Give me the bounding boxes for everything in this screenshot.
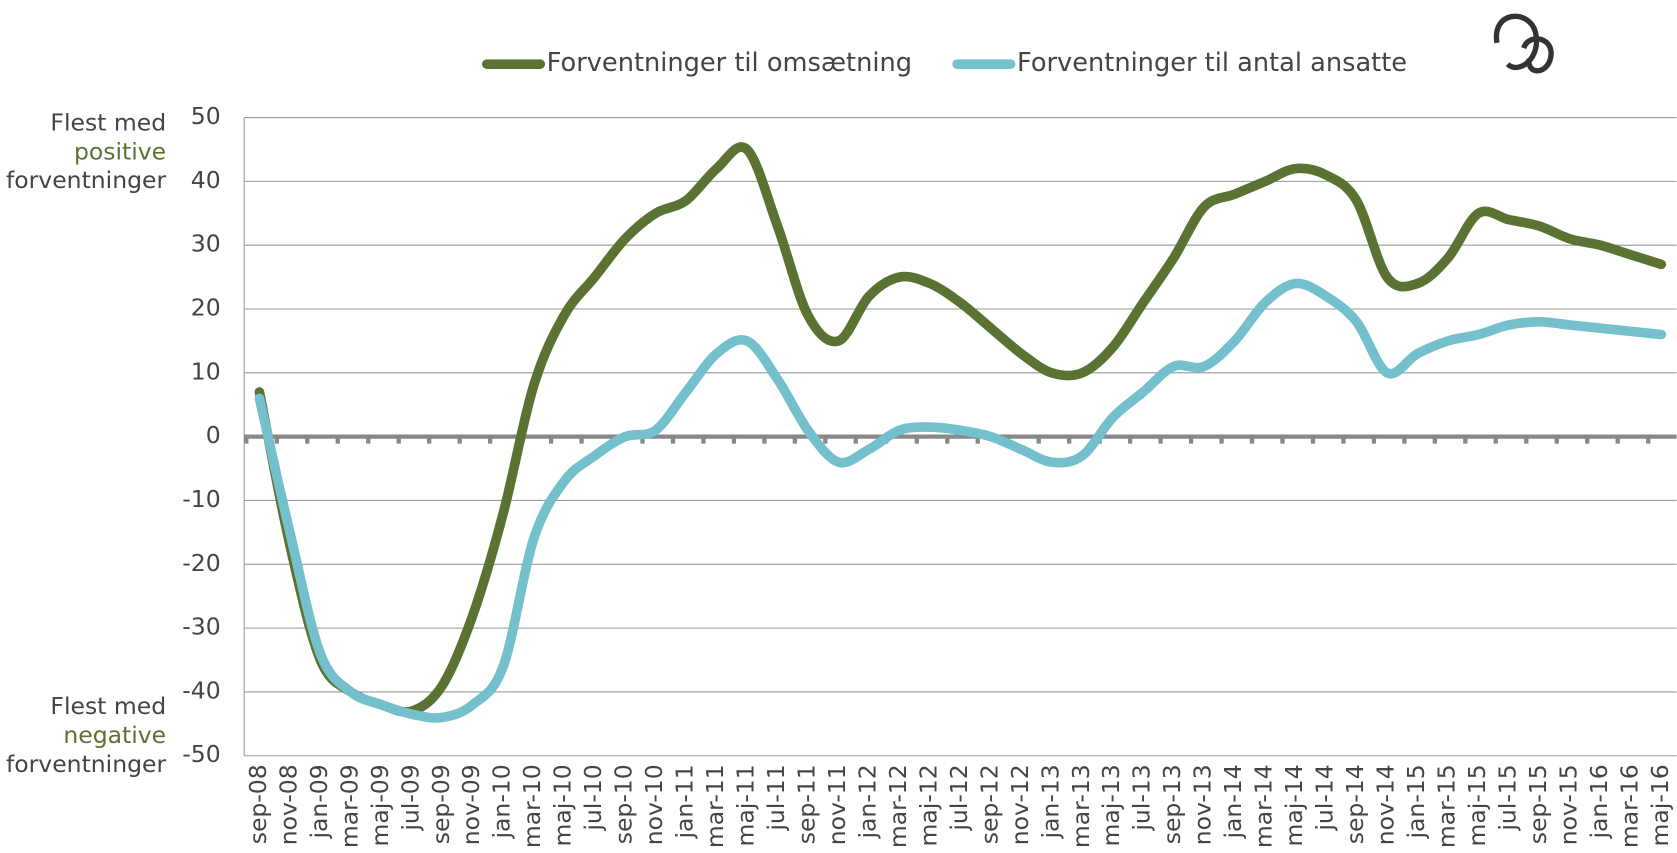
x-tick-label: jan-12 xyxy=(853,764,881,839)
y-tick-label: -40 xyxy=(182,676,220,704)
x-tick-label: jan-09 xyxy=(305,764,333,839)
x-tick-label: maj-14 xyxy=(1280,764,1308,846)
x-tick-label: mar-15 xyxy=(1432,764,1460,848)
annotation: positive xyxy=(74,137,166,165)
x-tick-label: nov-13 xyxy=(1189,764,1217,845)
legend-label: Forventninger til antal ansatte xyxy=(1017,48,1407,78)
y-tick-label: 0 xyxy=(206,421,221,449)
x-tick-label: sep-11 xyxy=(792,764,820,844)
x-tick-label: maj-13 xyxy=(1097,764,1125,846)
x-tick-label: maj-11 xyxy=(732,764,760,846)
x-tick-label: mar-11 xyxy=(701,764,729,848)
annotation: Flest med xyxy=(50,692,166,720)
x-tick-label: jan-15 xyxy=(1402,764,1430,839)
x-tick-label: mar-09 xyxy=(335,764,363,848)
x-tick-label: sep-12 xyxy=(975,764,1003,844)
x-tick-label: jul-14 xyxy=(1311,764,1339,831)
x-tick-label: nov-12 xyxy=(1006,764,1034,845)
x-tick-label: nov-11 xyxy=(823,764,851,845)
x-tick-label: sep-13 xyxy=(1158,764,1186,844)
x-tick-label: maj-16 xyxy=(1646,764,1674,846)
x-tick-label: nov-08 xyxy=(274,764,302,845)
x-tick-label: sep-09 xyxy=(427,764,455,844)
x-tick-label: nov-09 xyxy=(457,764,485,845)
y-tick-label: -10 xyxy=(182,485,220,513)
y-tick-label: 30 xyxy=(191,230,221,258)
x-tick-label: mar-16 xyxy=(1615,764,1643,848)
x-tick-label: jul-12 xyxy=(945,764,973,831)
x-tick-label: jan-11 xyxy=(671,764,699,839)
annotation: negative xyxy=(63,721,166,749)
x-tick-label: sep-08 xyxy=(244,764,272,844)
x-tick-label: jul-11 xyxy=(762,764,790,831)
line xyxy=(254,278,1667,723)
x-tick-label: maj-09 xyxy=(366,764,394,846)
y-tick-label: 20 xyxy=(191,294,221,322)
x-tick-label: jul-09 xyxy=(396,764,424,831)
x-tick-label: jul-13 xyxy=(1128,764,1156,831)
x-tick-label: mar-12 xyxy=(884,764,912,848)
y-tick-label: -50 xyxy=(182,740,220,768)
x-tick-label: maj-10 xyxy=(549,764,577,846)
annotation: forventninger xyxy=(6,750,166,778)
legend-label: Forventninger til omsætning xyxy=(547,48,912,78)
x-tick-label: mar-13 xyxy=(1067,764,1095,848)
logo-shape xyxy=(1493,13,1554,74)
x-tick-label: sep-15 xyxy=(1524,764,1552,844)
x-tick-label: mar-14 xyxy=(1250,764,1278,848)
y-tick-label: 50 xyxy=(191,102,221,130)
y-tick-label: -20 xyxy=(182,549,220,577)
annotation: forventninger xyxy=(6,166,166,194)
x-tick-label: jan-13 xyxy=(1036,764,1064,839)
x-tick-label: nov-15 xyxy=(1554,764,1582,845)
y-tick-label: 10 xyxy=(191,357,221,385)
logo xyxy=(1493,13,1554,74)
x-tick-label: mar-10 xyxy=(518,764,546,848)
x-tick-label: jan-10 xyxy=(488,764,516,839)
x-tick-label: nov-10 xyxy=(640,764,668,845)
x-tick-label: jan-16 xyxy=(1585,764,1613,839)
x-tick-label: jul-15 xyxy=(1493,764,1521,831)
x-tick-label: maj-12 xyxy=(914,764,942,846)
annotation: Flest med xyxy=(50,108,166,136)
line xyxy=(254,142,1667,717)
x-tick-label: maj-15 xyxy=(1463,764,1491,846)
x-tick-label: jan-14 xyxy=(1219,764,1247,839)
x-tick-label: sep-14 xyxy=(1341,764,1369,844)
y-tick-label: -30 xyxy=(182,613,220,641)
y-tick-label: 40 xyxy=(191,166,221,194)
x-tick-label: nov-14 xyxy=(1372,764,1400,845)
x-tick-label: sep-10 xyxy=(610,764,638,844)
x-tick-label: jul-10 xyxy=(579,764,607,831)
